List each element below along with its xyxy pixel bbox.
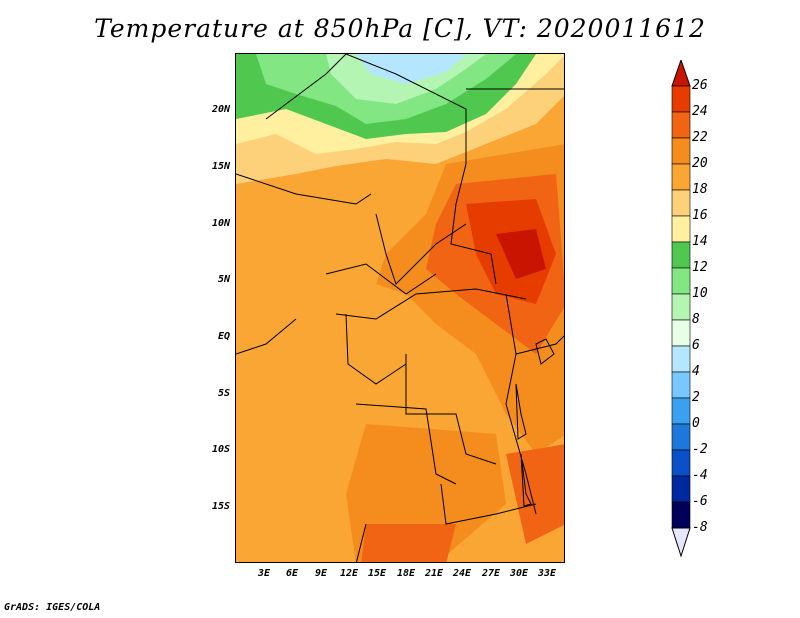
colorbar-cell [671, 371, 691, 399]
colorbar-cell [671, 85, 691, 113]
country-borders [236, 54, 564, 562]
lon-label-33e: 33E [537, 568, 557, 579]
lon-label-24e: 24E [452, 568, 472, 579]
field-22-24-south [361, 524, 456, 562]
colorbar-cell [671, 475, 691, 503]
lake-outlines [515, 338, 555, 507]
temperature-field [236, 54, 564, 562]
field-4-6 [356, 54, 466, 84]
map-title: Temperature at 850hPa [C], VT: 202001161… [94, 14, 706, 43]
lat-label-5s: 5S [217, 388, 230, 399]
colorbar-cell [671, 241, 691, 269]
lon-label-6e: 6E [285, 568, 299, 579]
lat-label-5n: 5N [217, 274, 230, 285]
colorbar-label: 2 [692, 390, 700, 405]
colorbar-label: 12 [692, 260, 708, 275]
colorbar-cell [671, 137, 691, 165]
colorbar-cell [671, 345, 691, 373]
colorbar-label: 8 [692, 312, 700, 327]
colorbar-label: 22 [692, 130, 708, 145]
colorbar-label: 10 [692, 286, 708, 301]
lon-label-21e: 21E [424, 568, 444, 579]
colorbar-label: 6 [692, 338, 700, 353]
colorbar-cell [671, 267, 691, 295]
lon-label-3e: 3E [257, 568, 271, 579]
colorbar-label: -6 [692, 494, 708, 509]
lon-label-27e: 27E [481, 568, 501, 579]
colorbar-cell [671, 293, 691, 321]
lon-label-9e: 9E [314, 568, 328, 579]
field-18-20-west [236, 264, 346, 524]
colorbar-label: 16 [692, 208, 708, 223]
lat-label-10s: 10S [211, 444, 230, 455]
colorbar-cell [671, 189, 691, 217]
lat-label-20n: 20N [211, 104, 230, 115]
colorbar-cell [671, 215, 691, 243]
colorbar-label: -4 [692, 468, 708, 483]
colorbar-label: 20 [692, 156, 708, 171]
colorbar-label: -2 [692, 442, 708, 457]
colorbar-label: 24 [692, 104, 708, 119]
colorbar-label: 0 [692, 416, 700, 431]
lon-label-30e: 30E [509, 568, 529, 579]
lon-label-12e: 12E [339, 568, 359, 579]
colorbar-top-arrow [671, 60, 691, 87]
colorbar-label: 26 [692, 78, 708, 93]
lat-label-10n: 10N [211, 218, 230, 229]
colorbar-label: 14 [692, 234, 708, 249]
lat-label-15s: 15S [211, 501, 230, 512]
colorbar-cell [671, 111, 691, 139]
colorbar-cell [671, 449, 691, 477]
colorbar-cell [671, 397, 691, 425]
colorbar-cell [671, 423, 691, 451]
colorbar-label: -8 [692, 520, 708, 535]
lon-label-15e: 15E [367, 568, 387, 579]
colorbar-label: 4 [692, 364, 700, 379]
temperature-map [235, 53, 565, 563]
lon-label-18e: 18E [396, 568, 416, 579]
field-22-24-se [506, 444, 564, 544]
colorbar-cell [671, 319, 691, 347]
colorbar-bottom-arrow [671, 527, 691, 558]
colorbar-label: 18 [692, 182, 708, 197]
field-26-plus [496, 229, 546, 279]
colorbar-cell [671, 163, 691, 191]
lat-label-15n: 15N [211, 161, 230, 172]
colorbar [671, 60, 691, 558]
footer-credit: GrADS: IGES/COLA [4, 602, 101, 613]
lat-label-eq: EQ [217, 331, 230, 342]
colorbar-cell [671, 501, 691, 529]
